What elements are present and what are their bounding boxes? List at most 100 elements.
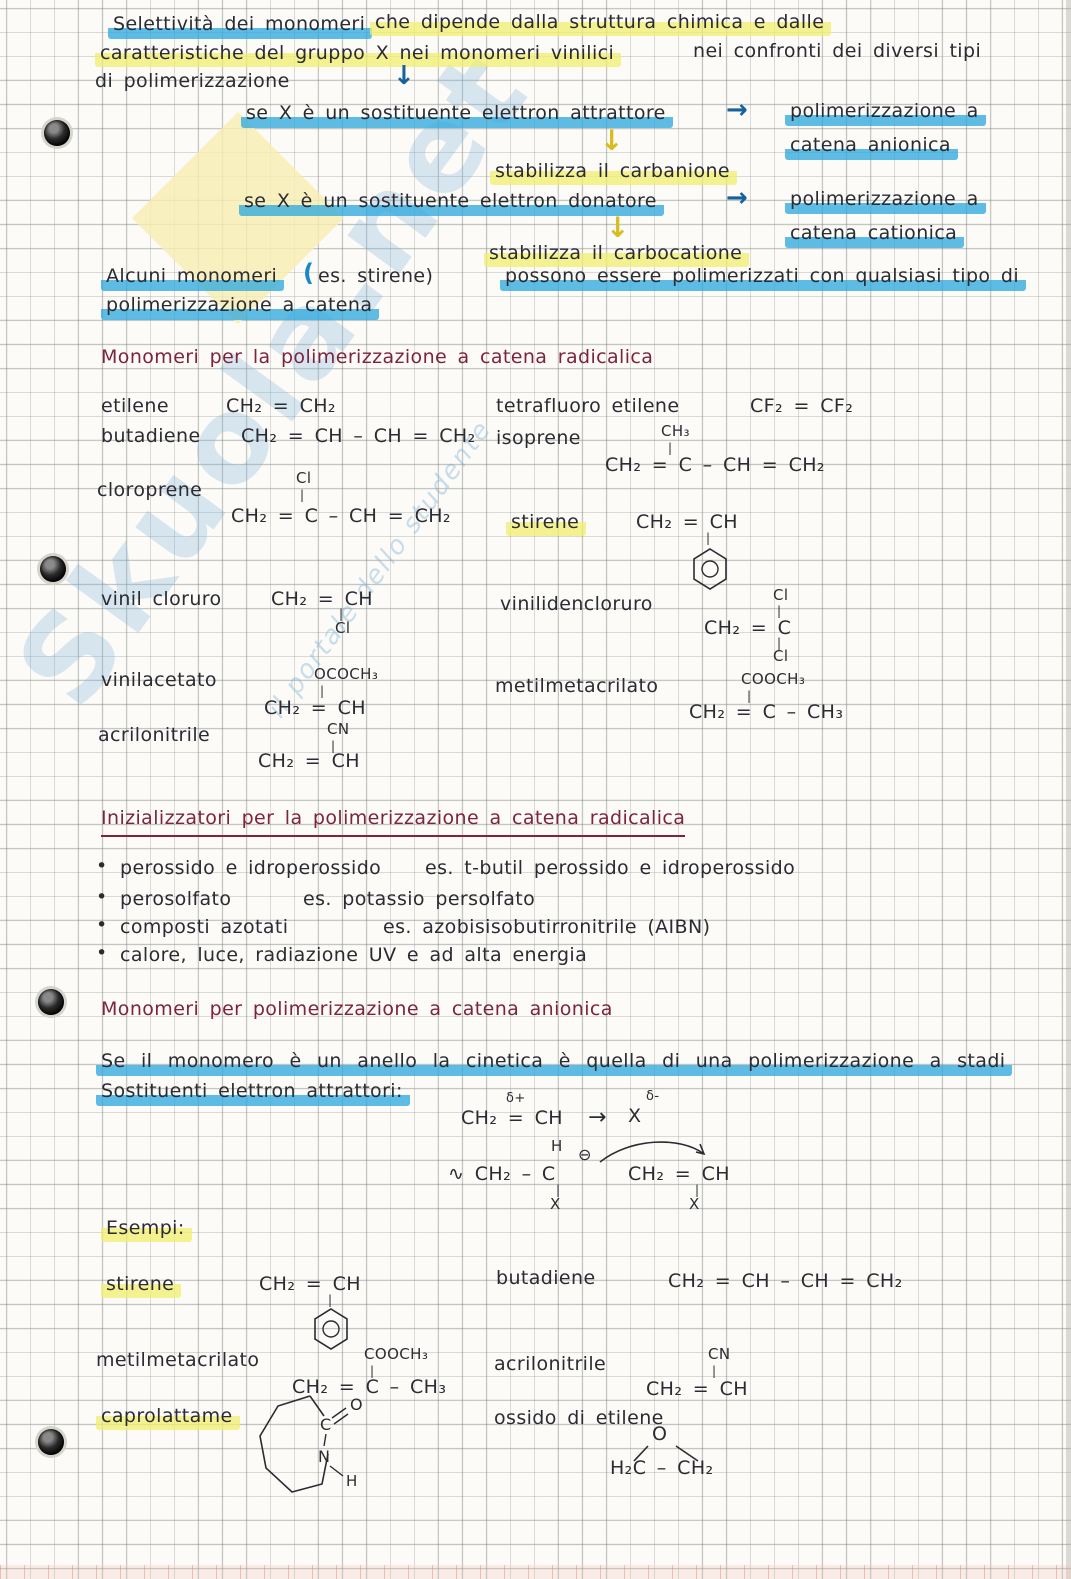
initiator-label: perossido e idroperossido — [120, 857, 382, 879]
example-name: ossido di etilene — [494, 1407, 664, 1429]
rule1-effect: stabilizza il carbanione — [490, 160, 737, 185]
delta-minus: δ- — [646, 1089, 660, 1104]
substituent-above: COOCH₃ — [741, 670, 806, 688]
monomer-name: vinil cloruro — [101, 588, 222, 610]
radical-section-title: Monomeri per la polimerizzazione a caten… — [101, 346, 654, 368]
intro-line1-highlight-blue: Selettività dei monomeri — [108, 13, 373, 39]
example-formula: CH₂ = CH — [259, 1273, 361, 1295]
mech-vinyl: CH₂ = CH — [461, 1107, 563, 1129]
next-page-edge — [0, 1565, 1071, 1579]
monomer-name: isoprene — [496, 427, 581, 449]
rule1-result-line2: catena anionica — [785, 134, 958, 160]
epoxide-oxygen: O — [652, 1423, 668, 1445]
note-part2: es. stirene) — [318, 265, 434, 287]
curved-arrow-icon — [599, 1141, 706, 1163]
bond-line: | — [777, 636, 782, 650]
mech-x-below: X — [550, 1195, 561, 1213]
initiators-section-title: Inizializzatori per la polimerizzazione … — [101, 807, 686, 837]
monomer-formula: CH₂ = CH — [636, 511, 738, 533]
mech-x-below2: X — [689, 1195, 700, 1213]
substituent-above: Cl — [773, 586, 789, 604]
example-formula: CH₂ = CH — [646, 1378, 748, 1400]
initiator-label: calore, luce, radiazione UV e ad alta en… — [120, 944, 588, 966]
bullet-icon: • — [96, 886, 108, 908]
bond-line: | — [370, 1364, 375, 1378]
monomer-formula: CH₂ = CH — [258, 750, 360, 772]
bond-line: | — [320, 684, 325, 698]
note-paren: ( — [303, 259, 315, 287]
bullet-icon: • — [96, 855, 108, 877]
down-arrow-icon: ↓ — [393, 61, 416, 91]
bullet-icon: • — [96, 914, 108, 936]
monomer-formula: CH₂ = CH₂ — [226, 395, 336, 417]
substituent-below: Cl — [335, 619, 351, 637]
monomer-formula: CH₂ = C — [704, 617, 792, 639]
hole-punch — [38, 1429, 64, 1455]
substituent-above: COOCH₃ — [364, 1345, 429, 1363]
monomer-formula: CH₂ = C – CH₃ — [689, 701, 844, 723]
substituent-above: Cl — [296, 469, 312, 487]
anionic-section-title: Monomeri per polimerizzazione a catena a… — [101, 998, 613, 1020]
note-part3: possono essere polimerizzati con qualsia… — [500, 265, 1027, 291]
substituent-above: CH₃ — [661, 422, 690, 440]
caprolactam-ring-icon: C O N H — [259, 1395, 363, 1493]
intro-line3: di polimerizzazione — [95, 70, 290, 92]
monomer-name: metilmetacrilato — [495, 675, 659, 697]
intro-line2-plain: nei confronti dei diversi tipi — [693, 40, 982, 62]
delta-plus: δ+ — [506, 1091, 526, 1106]
bond-line: | — [339, 607, 344, 621]
hole-punch — [44, 120, 70, 146]
bond-line: | — [777, 604, 782, 618]
note-part4: polimerizzazione a catena — [101, 294, 380, 320]
watermark-brand: Skuola.net — [0, 23, 557, 732]
example-name: acrilonitrile — [494, 1353, 607, 1375]
monomer-name: vinilidencloruro — [500, 593, 653, 615]
monomer-name: etilene — [101, 395, 169, 417]
bond-line: | — [300, 488, 305, 502]
monomer-name: stirene — [506, 511, 587, 536]
example-formula: CH₂ = CH – CH = CH₂ — [668, 1270, 903, 1292]
bond-line: | — [706, 531, 711, 545]
substituent-above: CN — [708, 1345, 731, 1363]
monomer-name: acrilonitrile — [98, 724, 211, 746]
svg-text:H: H — [346, 1472, 358, 1490]
monomer-name: tetrafluoro etilene — [496, 395, 680, 417]
monomer-formula: CH₂ = C – CH = CH₂ — [231, 505, 451, 527]
bullet-icon: • — [96, 942, 108, 964]
rule1-result-line1: polimerizzazione a — [785, 100, 986, 126]
initiator-example: es. azobisisobutirronitrile (AIBN) — [383, 916, 711, 938]
benzene-ring-icon — [693, 548, 727, 590]
benzene-ring-icon — [314, 1308, 348, 1350]
monomer-formula: CH₂ = CH – CH = CH₂ — [241, 425, 476, 447]
right-arrow-icon: → — [726, 183, 749, 213]
monomer-name: vinilacetato — [101, 669, 217, 691]
monomer-formula: CF₂ = CF₂ — [750, 395, 854, 417]
example-formula: CH₂ = C – CH₃ — [292, 1376, 447, 1398]
example-name: stirene — [101, 1273, 182, 1298]
example-formula: H₂C – CH₂ — [610, 1457, 714, 1479]
initiator-example: es. t-butil perossido e idroperossido — [425, 857, 796, 879]
down-arrow-icon: ↓ — [606, 211, 630, 244]
svg-text:O: O — [350, 1395, 363, 1414]
initiator-example: es. potassio persolfato — [303, 888, 536, 910]
rule1-condition: se X è un sostituente elettron attrattor… — [241, 102, 673, 128]
mech-chain: ∿ CH₂ – C — [448, 1163, 556, 1185]
substituent-above: OCOCH₃ — [314, 665, 379, 683]
rule2-condition: se X è un sostituente elettron donatore — [239, 190, 664, 216]
initiator-label: perosolfato — [120, 888, 232, 910]
hole-punch — [38, 989, 64, 1015]
rule2-result-line2: catena cationica — [785, 222, 965, 248]
page-edge — [1066, 0, 1071, 1579]
example-name: caprolattame — [96, 1405, 240, 1430]
svg-text:N: N — [318, 1447, 330, 1466]
bond-line: | — [712, 1364, 717, 1378]
hole-punch — [40, 556, 66, 582]
monomer-formula: CH₂ = CH — [271, 588, 373, 610]
rule2-result-line1: polimerizzazione a — [785, 188, 986, 214]
intro-line2-highlight-yellow: caratteristiche del gruppo X nei monomer… — [95, 42, 622, 67]
initiator-label: composti azotati — [120, 916, 289, 938]
examples-label: Esempi: — [101, 1217, 192, 1242]
carbanion-minus-icon: ⊖ — [578, 1145, 592, 1164]
substituent-above: CN — [327, 720, 350, 738]
down-arrow-icon: ↓ — [600, 124, 624, 157]
